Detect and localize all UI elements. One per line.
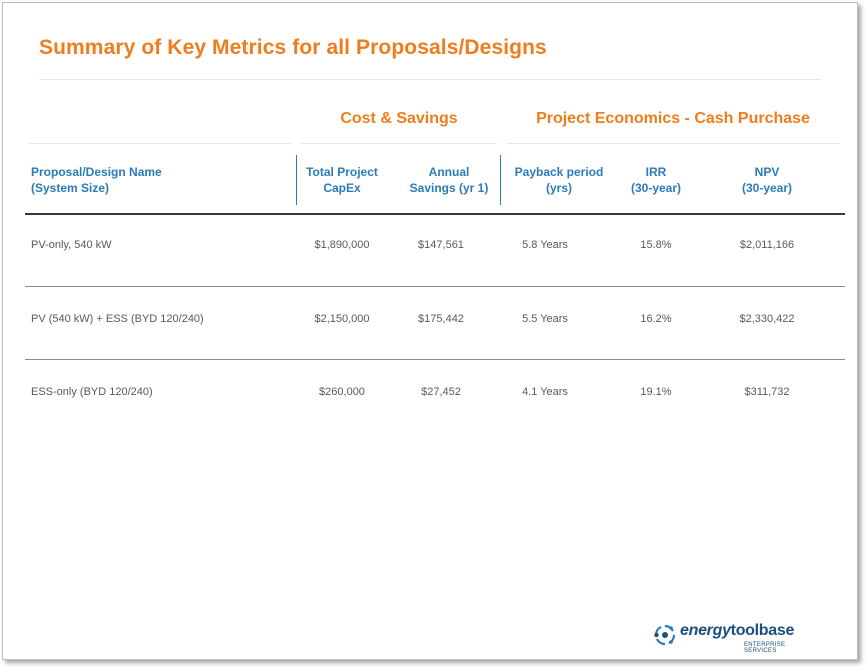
header-rule [25,213,845,215]
column-header-payback: Payback period (yrs) [514,165,604,195]
logo-tagline: ENTERPRISE SERVICES [744,642,786,654]
table-cell-name: PV (540 kW) + ESS (BYD 120/240) [31,313,204,325]
column-separator-2 [500,155,501,205]
column-separator-1 [296,155,297,205]
energy-toolbase-logo-icon [654,624,676,646]
group-header-project-economics: Project Economics - Cash Purchase [536,110,810,127]
column-header-irr: IRR (30-year) [630,165,682,195]
logo-wordmark: energytoolbase [680,622,794,640]
slide: Summary of Key Metrics for all Proposals… [2,2,858,660]
table-cell-savings: $27,452 [421,386,461,398]
group-divider-cost [301,143,497,144]
table-cell-savings: $147,561 [418,239,464,251]
table-cell-capex: $2,150,000 [314,313,370,325]
group-divider-name [29,143,291,144]
table-cell-payback: 5.5 Years [522,313,568,325]
column-header-savings: Annual Savings (yr 1) [409,165,489,195]
table-cell-capex: $260,000 [319,386,365,398]
row-divider-1 [25,286,845,287]
title-divider [39,79,821,80]
column-header-npv: NPV (30-year) [741,165,793,195]
table-cell-name: PV-only, 540 kW [31,239,112,251]
group-divider-economics [507,143,839,144]
column-header-capex: Total Project CapEx [306,165,378,195]
logo-brand-part1: energy [680,622,731,639]
group-header-cost-savings: Cost & Savings [340,110,458,127]
table-cell-npv: $311,732 [744,386,790,398]
table-cell-irr: 15.8% [640,239,672,251]
row-divider-2 [25,359,845,360]
table-cell-payback: 4.1 Years [522,386,568,398]
table-cell-savings: $175,442 [418,313,464,325]
logo-brand-part2: toolbase [730,622,795,639]
table-cell-payback: 5.8 Years [522,239,568,251]
table-cell-irr: 16.2% [640,313,672,325]
energy-toolbase-logo: energytoolbase ENTERPRISE SERVICES [653,621,813,655]
table-cell-npv: $2,011,166 [739,239,795,251]
page-title: Summary of Key Metrics for all Proposals… [39,36,547,59]
table-cell-irr: 19.1% [640,386,672,398]
table-cell-npv: $2,330,422 [739,313,795,325]
table-cell-capex: $1,890,000 [314,239,370,251]
table-cell-name: ESS-only (BYD 120/240) [31,386,153,398]
column-header-name: Proposal/Design Name (System Size) [31,165,162,195]
